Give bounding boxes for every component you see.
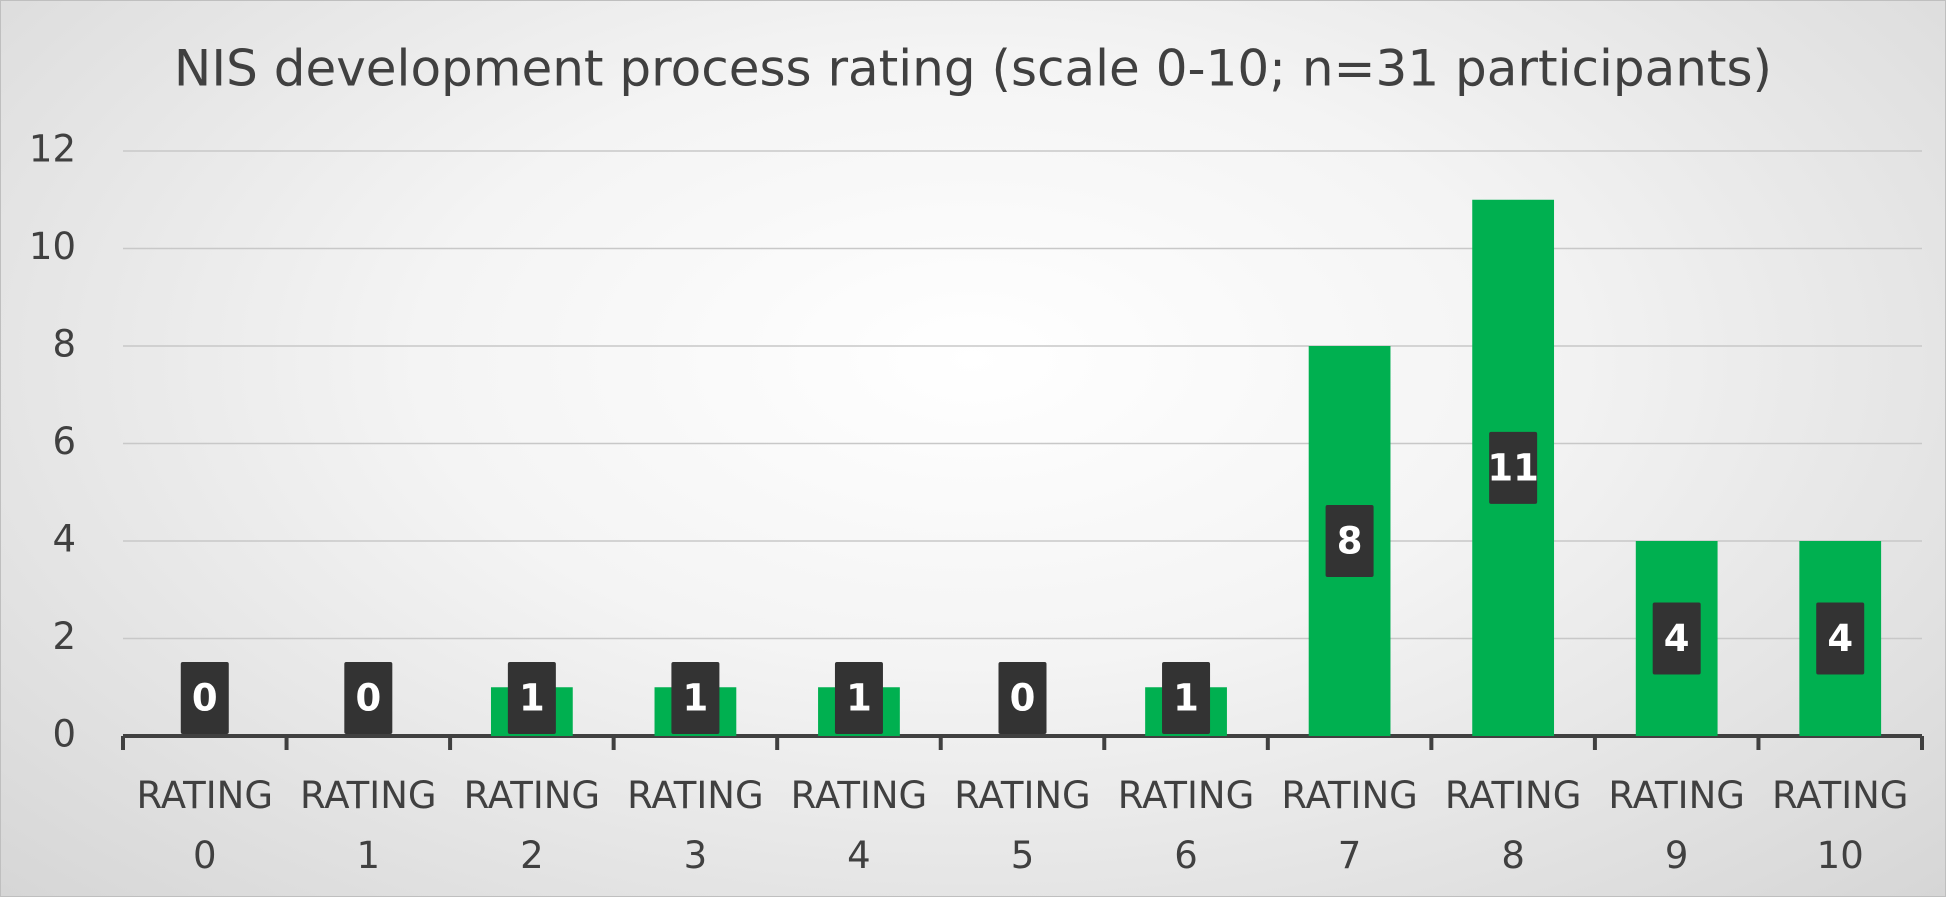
data-label-box — [1652, 602, 1701, 675]
data-label-box — [507, 662, 556, 734]
data-label: 0 — [1010, 677, 1036, 720]
data-label: 4 — [1664, 617, 1690, 660]
data-label: 0 — [192, 677, 218, 720]
y-tick-label: 10 — [29, 225, 76, 268]
x-tick-label: RATING 6 — [1117, 774, 1255, 877]
data-label-box — [1162, 662, 1211, 734]
data-label-box — [180, 662, 229, 734]
y-tick-label: 8 — [52, 323, 76, 366]
data-label-box — [344, 662, 393, 734]
data-label: 11 — [1487, 446, 1539, 489]
y-tick-label: 6 — [52, 420, 76, 463]
data-label: 0 — [355, 677, 381, 720]
x-tick-label: RATING 9 — [1608, 774, 1745, 877]
x-tick-label: RATING 3 — [627, 774, 764, 877]
x-tick-label: RATING 0 — [136, 774, 274, 877]
x-tick-label: RATING 2 — [463, 774, 601, 877]
y-tick-label: 12 — [29, 128, 76, 171]
y-tick-label: 4 — [52, 518, 76, 561]
data-label-box — [834, 662, 883, 734]
data-label-box — [998, 662, 1047, 734]
data-label: 8 — [1337, 520, 1363, 563]
data-label: 4 — [1827, 617, 1853, 660]
data-label: 1 — [519, 677, 545, 720]
x-tick-label: RATING 5 — [954, 774, 1091, 877]
data-label: 1 — [683, 677, 709, 720]
data-label-box — [1816, 602, 1865, 675]
x-tick-label: RATING 8 — [1444, 774, 1582, 877]
data-label: 1 — [846, 677, 872, 720]
data-label-box — [671, 662, 720, 734]
y-tick-label: 0 — [52, 713, 76, 756]
data-label-box — [1489, 431, 1538, 504]
x-tick-label: RATING 4 — [790, 774, 928, 877]
x-tick-label: RATING 1 — [300, 774, 437, 877]
y-tick-label: 2 — [52, 615, 76, 658]
x-tick-label: RATING 10 — [1771, 774, 1909, 877]
x-tick-label: RATING 7 — [1281, 774, 1418, 877]
data-label: 1 — [1173, 677, 1199, 720]
chart-title: NIS development process rating (scale 0-… — [174, 40, 1772, 98]
data-label-box — [1325, 505, 1374, 577]
